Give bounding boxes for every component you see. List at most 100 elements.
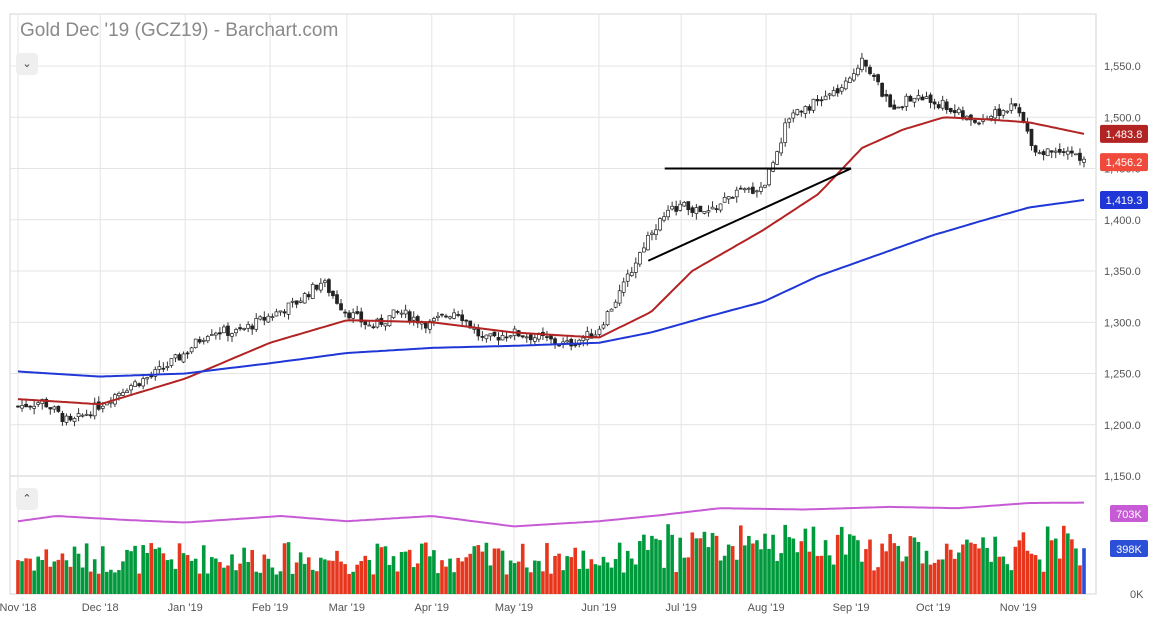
candle-body [876,74,880,83]
candle-body [1005,110,1010,113]
volume-bar [508,560,513,594]
candle-body [956,108,961,114]
candle-body [250,325,255,330]
volume-bar [456,557,460,594]
volume-bar [290,573,295,594]
volume-bar [738,525,743,594]
volume-bar [1005,564,1010,594]
volume-bar [823,540,828,594]
volume-bar [629,558,634,594]
candle-body [282,311,287,314]
candle-body [1029,128,1034,146]
candle-body [230,333,234,337]
candle-body [839,87,844,92]
candle-body [585,331,590,341]
candle-body [738,187,743,190]
volume-bar [504,574,509,594]
volume-bar [250,549,254,594]
volume-bar [347,573,351,594]
candle-body [1065,150,1070,155]
chevron-up-icon[interactable]: ⌃ [16,488,38,510]
volume-bar [20,561,24,594]
candle-body [444,315,448,318]
candle-body [742,188,747,191]
volume-bar [541,571,545,594]
candle-body [52,406,57,410]
volume-bar [779,553,783,594]
volume-bar [799,541,804,594]
volume-bar [759,549,763,594]
candle-body [133,381,137,387]
volume-bar [593,564,598,594]
volume-bar [452,572,456,594]
volume-bar [553,555,557,594]
candle-body [868,66,872,74]
candle-body [508,335,513,338]
volume-bar [500,550,505,594]
candle-body [339,303,343,311]
volume-bar [856,540,860,594]
volume-bar [1070,539,1074,594]
candle-body [718,203,723,211]
volume-bar [117,570,121,594]
candle-body [625,273,630,282]
x-tick-label: Nov '19 [1000,602,1037,614]
volume-bar [96,573,101,594]
candle-body [904,95,909,107]
y-tick-label: 1,150.0 [1104,471,1141,483]
volume-bar [633,564,638,594]
volume-bar [1009,570,1014,594]
volume-bar [932,562,937,594]
candle-body [440,313,444,316]
volume-bar [238,563,242,594]
volume-bar [472,546,477,594]
volume-bar [359,561,364,594]
volume-bar [36,556,40,594]
volume-bar [331,560,335,594]
volume-bar [561,570,565,594]
volume-bar [597,565,602,594]
volume-bar [710,532,715,594]
candle-body [84,413,89,416]
candle-body [452,312,456,319]
volume-bar [424,542,428,594]
candle-body [335,294,339,304]
volume-bar [884,551,888,594]
candle-body [799,110,804,113]
volume-bar [137,573,141,594]
candle-body [234,329,238,334]
candle-body [779,142,784,154]
candle-body [969,114,973,121]
volume-bar [403,551,408,594]
volume-bar [169,559,174,594]
volume-bar [876,567,880,594]
candle-body [690,207,695,213]
plot-frame [9,13,1097,595]
candle-body [1041,151,1046,156]
candle-body [952,110,957,114]
candle-body [48,407,53,410]
candle-body [936,104,941,109]
candle-body [286,302,291,315]
candle-body [702,211,707,214]
volume-bar [1033,555,1038,594]
volume-bar [282,543,287,594]
volume-bar [44,549,49,594]
volume-bar [981,537,985,594]
candle-body [318,282,323,291]
volume-bar [961,544,965,594]
volume-bar [226,565,230,594]
volume-bar [286,542,291,594]
chevron-down-icon[interactable]: ⌄ [16,53,38,75]
candle-body [646,235,650,251]
candle-body [763,184,767,188]
volume-bar [714,535,719,594]
candle-body [355,311,360,314]
volume-bar [72,546,77,594]
volume-bar [718,560,723,594]
volume-bar [609,567,614,594]
x-tick-label: Nov '18 [0,602,36,614]
volume-bar [682,557,687,594]
y-tick-label: 1,500.0 [1104,112,1141,124]
candle-body [900,106,905,109]
